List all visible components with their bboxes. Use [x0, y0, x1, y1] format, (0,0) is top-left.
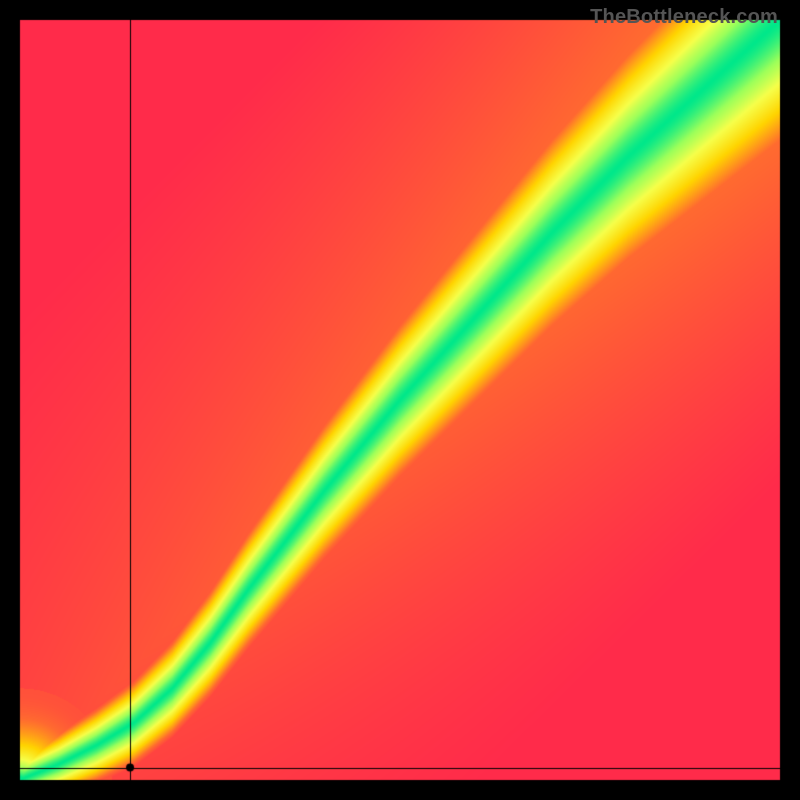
heatmap-canvas — [0, 0, 800, 800]
attribution-text: TheBottleneck.com — [590, 6, 778, 29]
